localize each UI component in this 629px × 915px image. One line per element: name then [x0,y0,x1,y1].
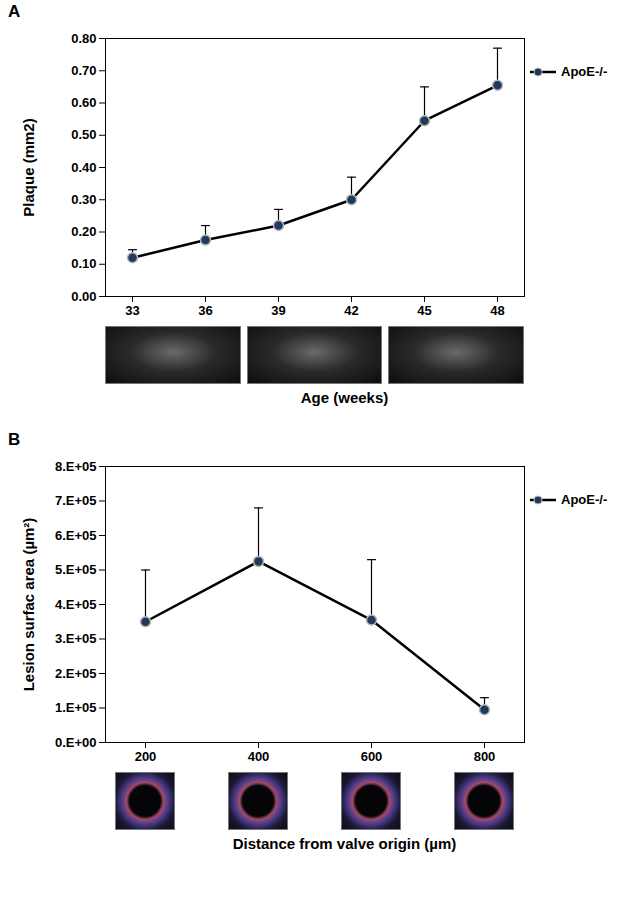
svg-text:39: 39 [271,303,285,318]
svg-text:Lesion surfac area (µm²): Lesion surfac area (µm²) [20,518,37,692]
svg-text:600: 600 [361,749,383,764]
svg-text:0.40: 0.40 [71,160,96,175]
html-text:Distance from valve origin (µm: Distance from valve origin (µm) [232,835,457,852]
svg-text:Plaque (mm2): Plaque (mm2) [20,118,37,216]
svg-text:400: 400 [248,749,270,764]
svg-text:200: 200 [135,749,157,764]
svg-text:0.E+00: 0.E+00 [55,735,97,750]
svg-text:2.E+05: 2.E+05 [55,666,97,681]
svg-text:4.E+05: 4.E+05 [55,597,97,612]
html-text:ApoE-/-: ApoE-/- [561,64,608,79]
svg-text:0.60: 0.60 [71,95,96,110]
svg-text:5.E+05: 5.E+05 [55,562,97,577]
svg-text:0.80: 0.80 [71,31,96,46]
svg-text:1.E+05: 1.E+05 [55,700,97,715]
svg-text:6.E+05: 6.E+05 [55,528,97,543]
html-text:Age (weeks): Age (weeks) [300,389,389,406]
svg-text:8.E+05: 8.E+05 [55,459,97,474]
svg-text:0.30: 0.30 [71,192,96,207]
svg-text:42: 42 [344,303,358,318]
svg-text:48: 48 [490,303,504,318]
svg-text:3.E+05: 3.E+05 [55,631,97,646]
html-text:B: B [8,430,21,449]
svg-text:0.10: 0.10 [71,256,96,271]
svg-text:36: 36 [198,303,212,318]
svg-text:800: 800 [474,749,496,764]
svg-text:45: 45 [417,303,431,318]
svg-text:0.70: 0.70 [71,63,96,78]
html-text:ApoE-/-: ApoE-/- [561,492,608,507]
svg-text:33: 33 [125,303,139,318]
svg-text:7.E+05: 7.E+05 [55,493,97,508]
svg-text:0.20: 0.20 [71,224,96,239]
svg-text:0.00: 0.00 [71,289,96,304]
html-text:A: A [8,2,21,21]
svg-text:0.50: 0.50 [71,127,96,142]
